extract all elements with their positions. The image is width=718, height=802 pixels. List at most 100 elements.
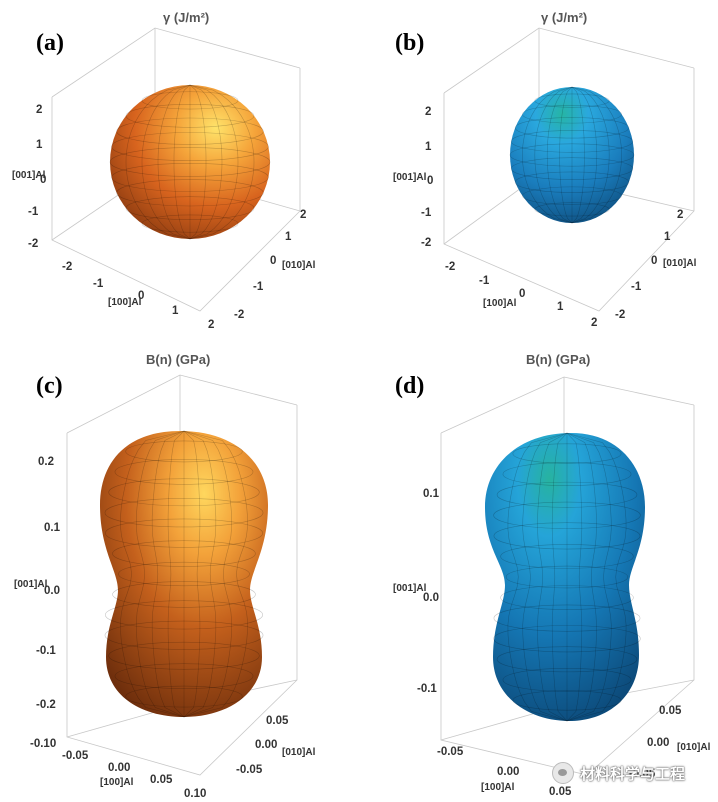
x-tick: -0.05 [437, 746, 464, 758]
x-tick: 1 [557, 301, 564, 313]
x-tick: 0.00 [497, 766, 519, 778]
chart-title-c: B(n) (GPa) [146, 352, 210, 367]
z-tick: 0.1 [423, 488, 440, 500]
z-axis-label-c: [001]Al [14, 579, 48, 590]
mesh-latitude-line [493, 522, 641, 550]
chart-title-d: B(n) (GPa) [526, 352, 590, 367]
mesh-longitude-line [189, 84, 239, 240]
z-axis-label-d: [001]Al [393, 583, 427, 594]
y-tick: -1 [631, 281, 642, 293]
mesh-longitude-line [571, 86, 585, 224]
mesh-latitude-line [534, 93, 610, 108]
mesh-latitude-line [493, 625, 641, 653]
mesh-longitude-line [566, 432, 597, 722]
mesh-longitude-line [566, 432, 583, 722]
panel-a: (a) γ (J/m²) 2 1 0 -1 -2 [001]Al -2 -1 0… [0, 0, 359, 401]
y-tick: -1 [253, 281, 264, 293]
mesh-longitude-line [136, 430, 185, 718]
mesh-longitude-line [189, 84, 223, 240]
y-axis-label-d: [010]Al [677, 742, 711, 753]
mesh-latitude-line [493, 604, 641, 632]
x-tick: 0.00 [108, 762, 130, 774]
mesh-latitude-line [500, 544, 634, 569]
y-tick: 0.00 [255, 739, 277, 751]
surface-c [100, 431, 268, 717]
mesh-longitude-line [551, 432, 568, 722]
chart-b: (b) γ (J/m²) 2 1 0 -1 -2 [001]Al -2 -1 0… [393, 10, 697, 329]
mesh-latitude-line [118, 561, 250, 587]
panel-b: (b) γ (J/m²) 2 1 0 -1 -2 [001]Al -2 -1 0… [359, 0, 718, 401]
x-tick: -2 [62, 261, 72, 273]
mesh-latitude-line [493, 501, 641, 529]
mesh-longitude-line [566, 432, 612, 722]
mesh-b [509, 86, 635, 224]
panel-c: (c) B(n) (GPa) 0.2 0.1 0.0 -0.1 -0.2 [00… [0, 345, 359, 802]
mesh-latitude-line [514, 117, 630, 139]
mesh-latitude-line [522, 104, 622, 124]
mesh-longitude-line [522, 86, 573, 224]
mesh-longitude-line [537, 432, 568, 722]
y-axis-label-b: [010]Al [663, 258, 697, 269]
z-tick: -0.1 [417, 683, 437, 695]
y-tick: -0.05 [629, 768, 656, 780]
mesh-longitude-line [141, 84, 191, 240]
mesh-longitude-line [183, 430, 248, 718]
mesh-longitude-line [189, 84, 207, 240]
mesh-latitude-line [112, 540, 256, 567]
mesh-d [493, 432, 641, 722]
mesh-longitude-line [534, 86, 573, 224]
mesh-latitude-line [114, 459, 254, 485]
x-tick: -1 [479, 275, 490, 287]
y-tick: 2 [677, 209, 683, 221]
x-tick: 1 [172, 305, 179, 317]
mesh-latitude-line [104, 600, 264, 630]
mesh-latitude-line [125, 685, 243, 708]
mesh-latitude-line [502, 668, 632, 692]
panel-label-c: (c) [36, 373, 63, 399]
x-tick: 0 [519, 288, 525, 300]
y-tick: -0.05 [236, 764, 263, 776]
mesh-latitude-line [125, 440, 243, 463]
mesh-longitude-line [189, 84, 255, 240]
mesh-latitude-line [125, 196, 255, 221]
mesh-a [109, 84, 271, 240]
z-axis-label-b: [001]Al [393, 172, 427, 183]
x-axis-label-b: [100]Al [483, 298, 517, 309]
x-axis-label-d: [100]Al [481, 782, 515, 793]
x-axis-ticks-a: -2 -1 0 1 2 [62, 261, 214, 331]
mesh-latitude-line [496, 481, 638, 508]
x-tick: -2 [445, 261, 455, 273]
mesh-latitude-line [125, 103, 255, 128]
mesh-latitude-line [502, 462, 632, 486]
y-tick: 0.05 [266, 715, 289, 727]
x-tick: 2 [591, 317, 597, 329]
mesh-latitude-line [509, 143, 635, 167]
y-tick: 0.05 [659, 705, 682, 717]
z-tick: 1 [425, 141, 432, 153]
mesh-longitude-line [125, 84, 191, 240]
mesh-latitude-line [104, 620, 264, 650]
mesh-latitude-line [514, 171, 630, 193]
mesh-latitude-line [108, 478, 260, 507]
z-axis-ticks-d: 0.1 0.0 -0.1 [417, 488, 440, 695]
mesh-longitude-line [559, 86, 573, 224]
mesh-longitude-line [546, 86, 573, 224]
mesh-latitude-line [109, 147, 271, 177]
x-tick: 0.10 [184, 788, 206, 800]
mesh-longitude-line [571, 86, 622, 224]
mesh-latitude-line [141, 91, 239, 110]
mesh-latitude-line [500, 585, 634, 610]
z-tick: 0.0 [44, 585, 60, 597]
y-tick: 2 [300, 209, 306, 221]
z-tick: 0.0 [423, 592, 439, 604]
mesh-latitude-line [512, 443, 622, 464]
mesh-longitude-line [151, 430, 185, 718]
z-axis-ticks-b: 2 1 0 -1 -2 [421, 106, 433, 249]
mesh-latitude-line [111, 162, 269, 192]
mesh-longitude-line [173, 84, 191, 240]
x-axis-ticks-d: -0.05 0.00 0.05 [437, 746, 572, 798]
panel-label-d: (d) [395, 373, 424, 399]
mesh-latitude-line [510, 130, 634, 153]
mesh-longitude-line [120, 430, 185, 718]
mesh-latitude-line [108, 641, 260, 670]
